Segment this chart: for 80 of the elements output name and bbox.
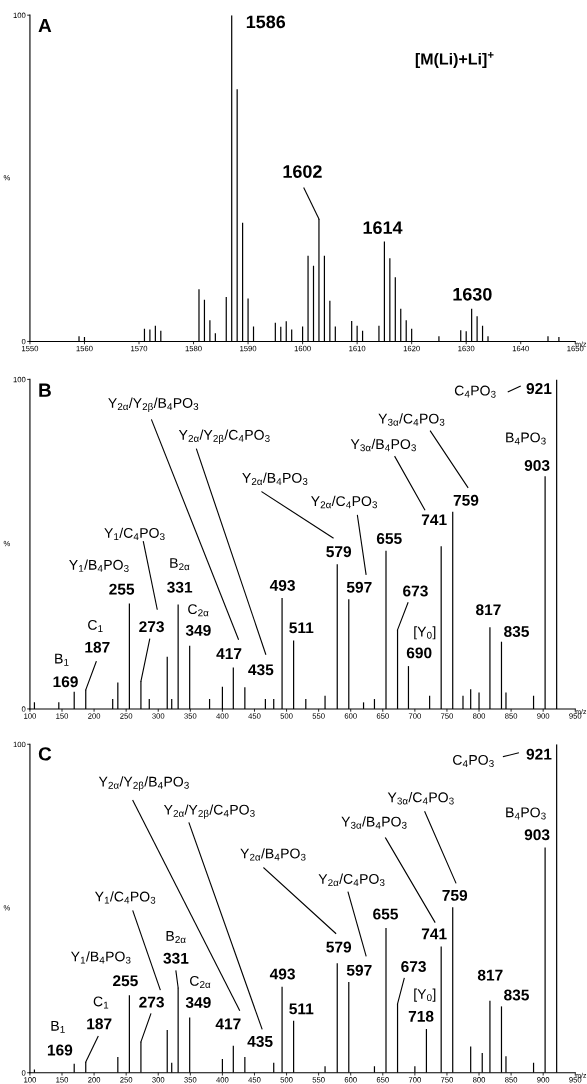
annotation: 835 xyxy=(504,626,529,638)
annotation: 169 xyxy=(47,1044,73,1056)
annotation: C$_{1}$ xyxy=(88,619,103,632)
annotation: 169 xyxy=(53,676,78,688)
annotation: 349 xyxy=(185,997,211,1008)
annotation: Y$_{2α}$/Y$_{2β}$/B$_{4}$PO$_{3}$ xyxy=(98,776,189,791)
annotation: Y$_{2α}$/Y$_{2β}$/B$_{4}$PO$_{3}$ xyxy=(108,397,199,413)
annotation: C xyxy=(38,747,52,761)
annotation: Y$_{2α}$/Y$_{2β}$/C$_{4}$PO$_{3}$ xyxy=(178,429,270,444)
annotation: Y$_{3α}$/C$_{4}$PO$_{3}$ xyxy=(387,791,454,805)
annotation: [Y$_{0}$] xyxy=(414,626,436,640)
annotation: 435 xyxy=(247,1035,273,1047)
annotation: 187 xyxy=(87,1018,112,1030)
annotation: C$_{2α}$ xyxy=(188,604,209,617)
annotation: 921 xyxy=(526,383,552,395)
annotation: 903 xyxy=(524,829,550,841)
annotation: B$_{1}$ xyxy=(51,1021,65,1033)
annotation: C$_{1}$ xyxy=(93,996,109,1009)
annotation: 817 xyxy=(475,604,501,616)
annotation: 597 xyxy=(346,964,372,976)
annotation: 417 xyxy=(215,1018,241,1030)
annotation: A xyxy=(38,18,52,33)
annotation: B$_{2α}$ xyxy=(166,931,186,944)
annotation: 835 xyxy=(504,989,529,1001)
annotation: Y$_{3α}$/B$_{4}$PO$_{3}$ xyxy=(350,438,416,452)
annotation: 493 xyxy=(269,579,295,591)
annotation: 273 xyxy=(139,996,164,1008)
annotation: 718 xyxy=(408,1010,434,1022)
annotation: 255 xyxy=(109,583,135,595)
annotation: Y$_{2α}$/B$_{4}$PO$_{3}$ xyxy=(240,848,306,861)
annotation: Y$_{2α}$/C$_{4}$PO$_{3}$ xyxy=(318,873,385,887)
annotation: 673 xyxy=(403,585,428,597)
annotation: 511 xyxy=(289,622,314,634)
annotation: Y$_{1}$/C$_{4}$PO$_{3}$ xyxy=(104,527,165,541)
annotation: 187 xyxy=(85,641,110,653)
annotation: 741 xyxy=(421,514,447,526)
annotation: 579 xyxy=(326,941,352,953)
annotation: 435 xyxy=(248,664,274,676)
annotation: 511 xyxy=(289,1003,314,1015)
annotation: 1586 xyxy=(246,15,286,29)
annotation: Y$_{2α}$/C$_{4}$PO$_{3}$ xyxy=(311,495,378,509)
annotation: 741 xyxy=(421,928,447,940)
annotation: 273 xyxy=(139,621,164,633)
annotation: [Y$_{0}$] xyxy=(414,988,436,1002)
annotation: 331 xyxy=(167,581,193,593)
annotation: C$_{2α}$ xyxy=(190,975,211,988)
annotation: Y$_{1}$/C$_{4}$PO$_{3}$ xyxy=(94,891,156,904)
annotation: 1602 xyxy=(283,165,322,178)
annotation: 690 xyxy=(406,647,432,659)
annotation: Y$_{2α}$/B$_{4}$PO$_{3}$ xyxy=(242,472,308,485)
annotation: B xyxy=(39,383,51,397)
annotation: Y$_{1}$/B$_{4}$PO$_{3}$ xyxy=(69,559,129,572)
annotation: 759 xyxy=(442,889,468,901)
annotation: 331 xyxy=(163,952,189,964)
annotation: Y$_{2α}$/Y$_{2β}$/C$_{4}$PO$_{3}$ xyxy=(163,804,255,819)
annotation: [M(Li)+Li]$^{+}$ xyxy=(415,52,494,68)
annotation: 417 xyxy=(216,648,242,659)
annotation: 655 xyxy=(373,908,398,920)
annotation: 921 xyxy=(526,748,552,760)
annotation: C$_{4}$PO$_{3}$ xyxy=(454,385,496,398)
annotation: Y$_{3α}$/B$_{4}$PO$_{3}$ xyxy=(341,816,407,829)
annotation: B$_{4}$PO$_{3}$ xyxy=(506,807,546,820)
annotation: 817 xyxy=(477,969,503,981)
annotation: B$_{4}$PO$_{3}$ xyxy=(506,432,546,445)
annotation: B$_{1}$ xyxy=(55,653,69,666)
annotation: 1614 xyxy=(363,221,403,235)
annotation: 1630 xyxy=(453,287,492,301)
annotation: 655 xyxy=(376,533,402,545)
annotation: 579 xyxy=(326,546,352,558)
annotation: 493 xyxy=(269,968,295,980)
annotation: Y$_{3α}$/C$_{4}$PO$_{3}$ xyxy=(378,413,445,426)
annotation: C$_{4}$PO$_{3}$ xyxy=(453,754,494,768)
annotation: B$_{2α}$ xyxy=(170,558,190,571)
annotation: 759 xyxy=(453,494,479,506)
annotation: Y$_{1}$/B$_{4}$PO$_{3}$ xyxy=(70,951,131,964)
annotation: 673 xyxy=(401,961,426,973)
annotation: 255 xyxy=(112,975,138,987)
annotation: 903 xyxy=(524,459,550,471)
annotation: 597 xyxy=(346,581,372,593)
annotation: 349 xyxy=(185,624,211,636)
